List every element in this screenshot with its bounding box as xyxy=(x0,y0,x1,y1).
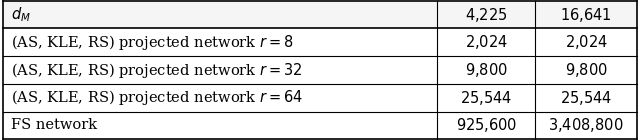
Text: $4{,}225$: $4{,}225$ xyxy=(465,6,508,24)
Text: (AS, KLE, RS) projected network $r = 64$: (AS, KLE, RS) projected network $r = 64$ xyxy=(11,88,303,107)
Text: $25{,}544$: $25{,}544$ xyxy=(560,89,612,107)
Text: $9{,}800$: $9{,}800$ xyxy=(465,61,508,79)
Text: $925{,}600$: $925{,}600$ xyxy=(456,116,517,134)
Bar xyxy=(3,1,637,28)
Text: $d_M$: $d_M$ xyxy=(11,5,31,24)
Text: $2{,}024$: $2{,}024$ xyxy=(465,33,508,51)
Text: (AS, KLE, RS) projected network $r = 32$: (AS, KLE, RS) projected network $r = 32$ xyxy=(11,60,302,80)
Text: (AS, KLE, RS) projected network $r = 8$: (AS, KLE, RS) projected network $r = 8$ xyxy=(11,33,294,52)
Text: $25{,}544$: $25{,}544$ xyxy=(460,89,513,107)
Text: FS network: FS network xyxy=(11,118,97,132)
Text: $2{,}024$: $2{,}024$ xyxy=(564,33,607,51)
Text: $16{,}641$: $16{,}641$ xyxy=(560,6,612,24)
Text: $3{,}408{,}800$: $3{,}408{,}800$ xyxy=(548,116,624,134)
Text: $9{,}800$: $9{,}800$ xyxy=(564,61,607,79)
